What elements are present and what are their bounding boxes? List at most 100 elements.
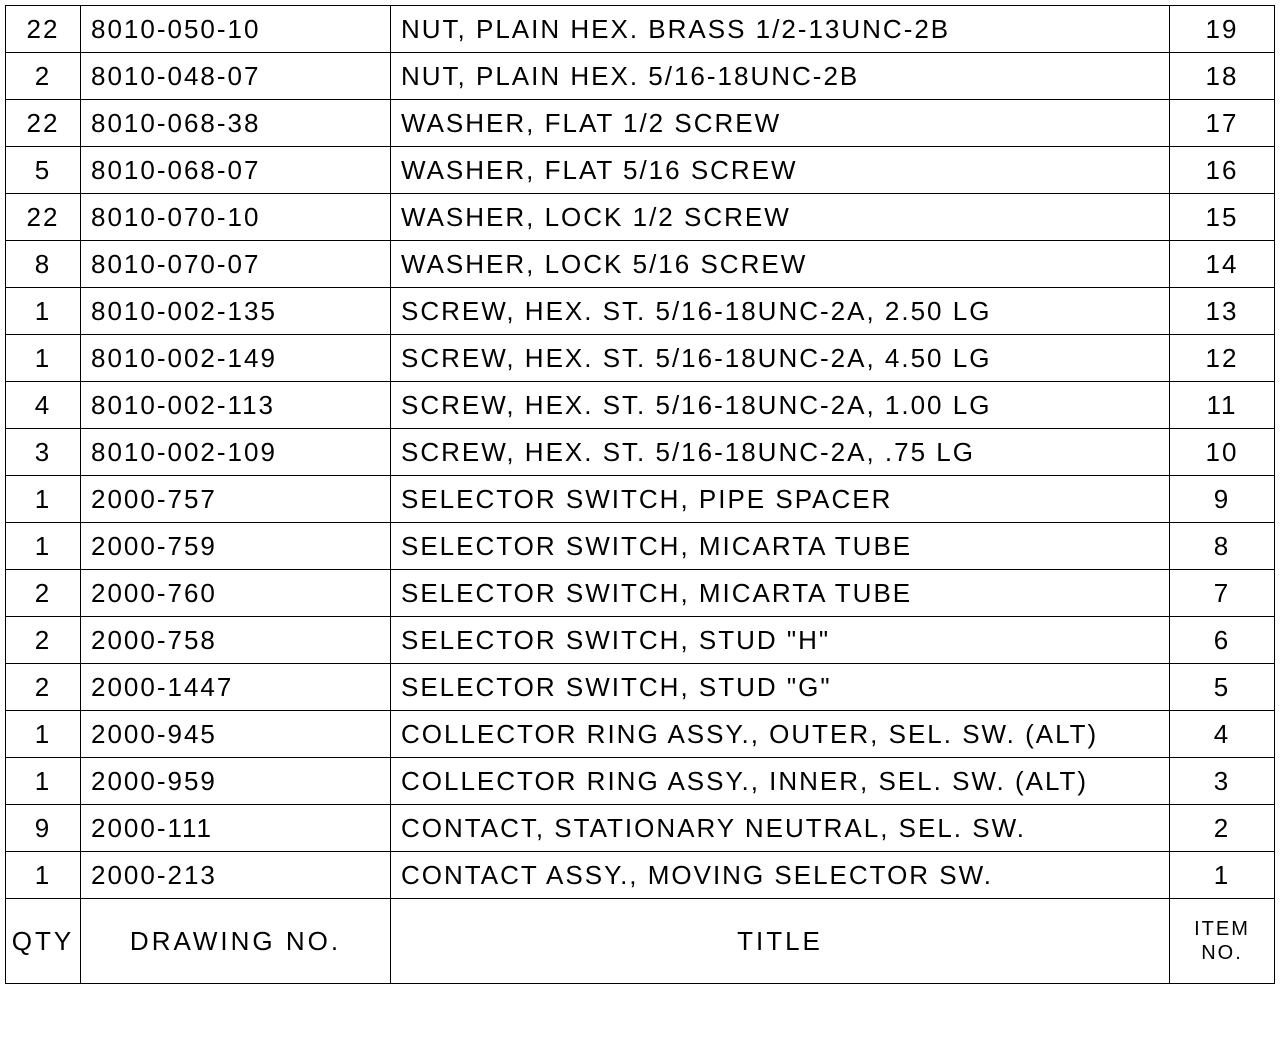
cell-title: SELECTOR SWITCH, MICARTA TUBE xyxy=(391,570,1170,617)
table-row: 38010-002-109SCREW, HEX. ST. 5/16-18UNC-… xyxy=(6,429,1275,476)
cell-item-no: 3 xyxy=(1170,758,1275,805)
cell-qty: 1 xyxy=(6,288,81,335)
cell-drawing-no: 8010-068-07 xyxy=(81,147,391,194)
cell-drawing-no: 8010-070-10 xyxy=(81,194,391,241)
table-row: 58010-068-07WASHER, FLAT 5/16 SCREW16 xyxy=(6,147,1275,194)
cell-drawing-no: 8010-002-135 xyxy=(81,288,391,335)
cell-item-no: 4 xyxy=(1170,711,1275,758)
cell-item-no: 2 xyxy=(1170,805,1275,852)
table-row: 22000-758SELECTOR SWITCH, STUD "H"6 xyxy=(6,617,1275,664)
cell-drawing-no: 8010-002-109 xyxy=(81,429,391,476)
table-row: 18010-002-135SCREW, HEX. ST. 5/16-18UNC-… xyxy=(6,288,1275,335)
cell-item-no: 8 xyxy=(1170,523,1275,570)
cell-title: SELECTOR SWITCH, MICARTA TUBE xyxy=(391,523,1170,570)
cell-qty: 1 xyxy=(6,335,81,382)
table-row: 48010-002-113SCREW, HEX. ST. 5/16-18UNC-… xyxy=(6,382,1275,429)
cell-item-no: 18 xyxy=(1170,53,1275,100)
cell-item-no: 9 xyxy=(1170,476,1275,523)
cell-drawing-no: 8010-050-10 xyxy=(81,6,391,53)
table-row: 92000-111CONTACT, STATIONARY NEUTRAL, SE… xyxy=(6,805,1275,852)
header-qty: QTY xyxy=(6,899,81,984)
cell-drawing-no: 2000-758 xyxy=(81,617,391,664)
cell-item-no: 7 xyxy=(1170,570,1275,617)
cell-qty: 22 xyxy=(6,100,81,147)
cell-qty: 2 xyxy=(6,570,81,617)
cell-item-no: 17 xyxy=(1170,100,1275,147)
cell-drawing-no: 8010-002-149 xyxy=(81,335,391,382)
cell-drawing-no: 2000-759 xyxy=(81,523,391,570)
table-row: 12000-945COLLECTOR RING ASSY., OUTER, SE… xyxy=(6,711,1275,758)
table-row: 22000-760SELECTOR SWITCH, MICARTA TUBE7 xyxy=(6,570,1275,617)
table-row: 28010-048-07NUT, PLAIN HEX. 5/16-18UNC-2… xyxy=(6,53,1275,100)
table-header-row: QTYDRAWING NO.TITLEITEMNO. xyxy=(6,899,1275,984)
cell-title: COLLECTOR RING ASSY., INNER, SEL. SW. (A… xyxy=(391,758,1170,805)
table-row: 12000-213CONTACT ASSY., MOVING SELECTOR … xyxy=(6,852,1275,899)
cell-title: SCREW, HEX. ST. 5/16-18UNC-2A, 2.50 LG xyxy=(391,288,1170,335)
table-row: 12000-959COLLECTOR RING ASSY., INNER, SE… xyxy=(6,758,1275,805)
cell-title: COLLECTOR RING ASSY., OUTER, SEL. SW. (A… xyxy=(391,711,1170,758)
cell-qty: 22 xyxy=(6,6,81,53)
cell-qty: 2 xyxy=(6,664,81,711)
cell-title: WASHER, FLAT 1/2 SCREW xyxy=(391,100,1170,147)
table-row: 88010-070-07WASHER, LOCK 5/16 SCREW14 xyxy=(6,241,1275,288)
cell-title: SELECTOR SWITCH, STUD "H" xyxy=(391,617,1170,664)
cell-title: CONTACT ASSY., MOVING SELECTOR SW. xyxy=(391,852,1170,899)
cell-item-no: 15 xyxy=(1170,194,1275,241)
bom-rows: 228010-050-10NUT, PLAIN HEX. BRASS 1/2-1… xyxy=(6,6,1275,984)
cell-drawing-no: 8010-068-38 xyxy=(81,100,391,147)
cell-drawing-no: 2000-945 xyxy=(81,711,391,758)
table-row: 18010-002-149SCREW, HEX. ST. 5/16-18UNC-… xyxy=(6,335,1275,382)
cell-drawing-no: 8010-070-07 xyxy=(81,241,391,288)
cell-qty: 22 xyxy=(6,194,81,241)
cell-title: SCREW, HEX. ST. 5/16-18UNC-2A, 1.00 LG xyxy=(391,382,1170,429)
table-row: 22000-1447SELECTOR SWITCH, STUD "G"5 xyxy=(6,664,1275,711)
cell-qty: 1 xyxy=(6,476,81,523)
cell-title: NUT, PLAIN HEX. 5/16-18UNC-2B xyxy=(391,53,1170,100)
cell-qty: 2 xyxy=(6,617,81,664)
cell-drawing-no: 8010-002-113 xyxy=(81,382,391,429)
header-item-no: ITEMNO. xyxy=(1170,899,1275,984)
cell-qty: 5 xyxy=(6,147,81,194)
table-row: 228010-070-10WASHER, LOCK 1/2 SCREW15 xyxy=(6,194,1275,241)
cell-item-no: 10 xyxy=(1170,429,1275,476)
cell-title: SCREW, HEX. ST. 5/16-18UNC-2A, 4.50 LG xyxy=(391,335,1170,382)
cell-drawing-no: 2000-213 xyxy=(81,852,391,899)
header-title: TITLE xyxy=(391,899,1170,984)
cell-qty: 3 xyxy=(6,429,81,476)
cell-drawing-no: 8010-048-07 xyxy=(81,53,391,100)
header-drawing-no: DRAWING NO. xyxy=(81,899,391,984)
table-row: 12000-759SELECTOR SWITCH, MICARTA TUBE8 xyxy=(6,523,1275,570)
cell-item-no: 19 xyxy=(1170,6,1275,53)
cell-qty: 4 xyxy=(6,382,81,429)
cell-title: WASHER, LOCK 1/2 SCREW xyxy=(391,194,1170,241)
table-row: 12000-757SELECTOR SWITCH, PIPE SPACER9 xyxy=(6,476,1275,523)
cell-title: WASHER, FLAT 5/16 SCREW xyxy=(391,147,1170,194)
cell-drawing-no: 2000-1447 xyxy=(81,664,391,711)
cell-item-no: 1 xyxy=(1170,852,1275,899)
cell-item-no: 13 xyxy=(1170,288,1275,335)
cell-item-no: 5 xyxy=(1170,664,1275,711)
cell-title: SELECTOR SWITCH, STUD "G" xyxy=(391,664,1170,711)
cell-title: NUT, PLAIN HEX. BRASS 1/2-13UNC-2B xyxy=(391,6,1170,53)
cell-item-no: 16 xyxy=(1170,147,1275,194)
cell-title: SCREW, HEX. ST. 5/16-18UNC-2A, .75 LG xyxy=(391,429,1170,476)
cell-qty: 1 xyxy=(6,852,81,899)
cell-item-no: 12 xyxy=(1170,335,1275,382)
cell-item-no: 14 xyxy=(1170,241,1275,288)
cell-drawing-no: 2000-111 xyxy=(81,805,391,852)
cell-qty: 1 xyxy=(6,523,81,570)
cell-drawing-no: 2000-757 xyxy=(81,476,391,523)
table-row: 228010-050-10NUT, PLAIN HEX. BRASS 1/2-1… xyxy=(6,6,1275,53)
cell-qty: 1 xyxy=(6,711,81,758)
cell-title: WASHER, LOCK 5/16 SCREW xyxy=(391,241,1170,288)
table-row: 228010-068-38WASHER, FLAT 1/2 SCREW17 xyxy=(6,100,1275,147)
cell-drawing-no: 2000-760 xyxy=(81,570,391,617)
cell-item-no: 11 xyxy=(1170,382,1275,429)
cell-drawing-no: 2000-959 xyxy=(81,758,391,805)
cell-qty: 8 xyxy=(6,241,81,288)
cell-qty: 2 xyxy=(6,53,81,100)
cell-title: SELECTOR SWITCH, PIPE SPACER xyxy=(391,476,1170,523)
cell-item-no: 6 xyxy=(1170,617,1275,664)
cell-title: CONTACT, STATIONARY NEUTRAL, SEL. SW. xyxy=(391,805,1170,852)
bill-of-materials-table: 228010-050-10NUT, PLAIN HEX. BRASS 1/2-1… xyxy=(5,5,1275,984)
